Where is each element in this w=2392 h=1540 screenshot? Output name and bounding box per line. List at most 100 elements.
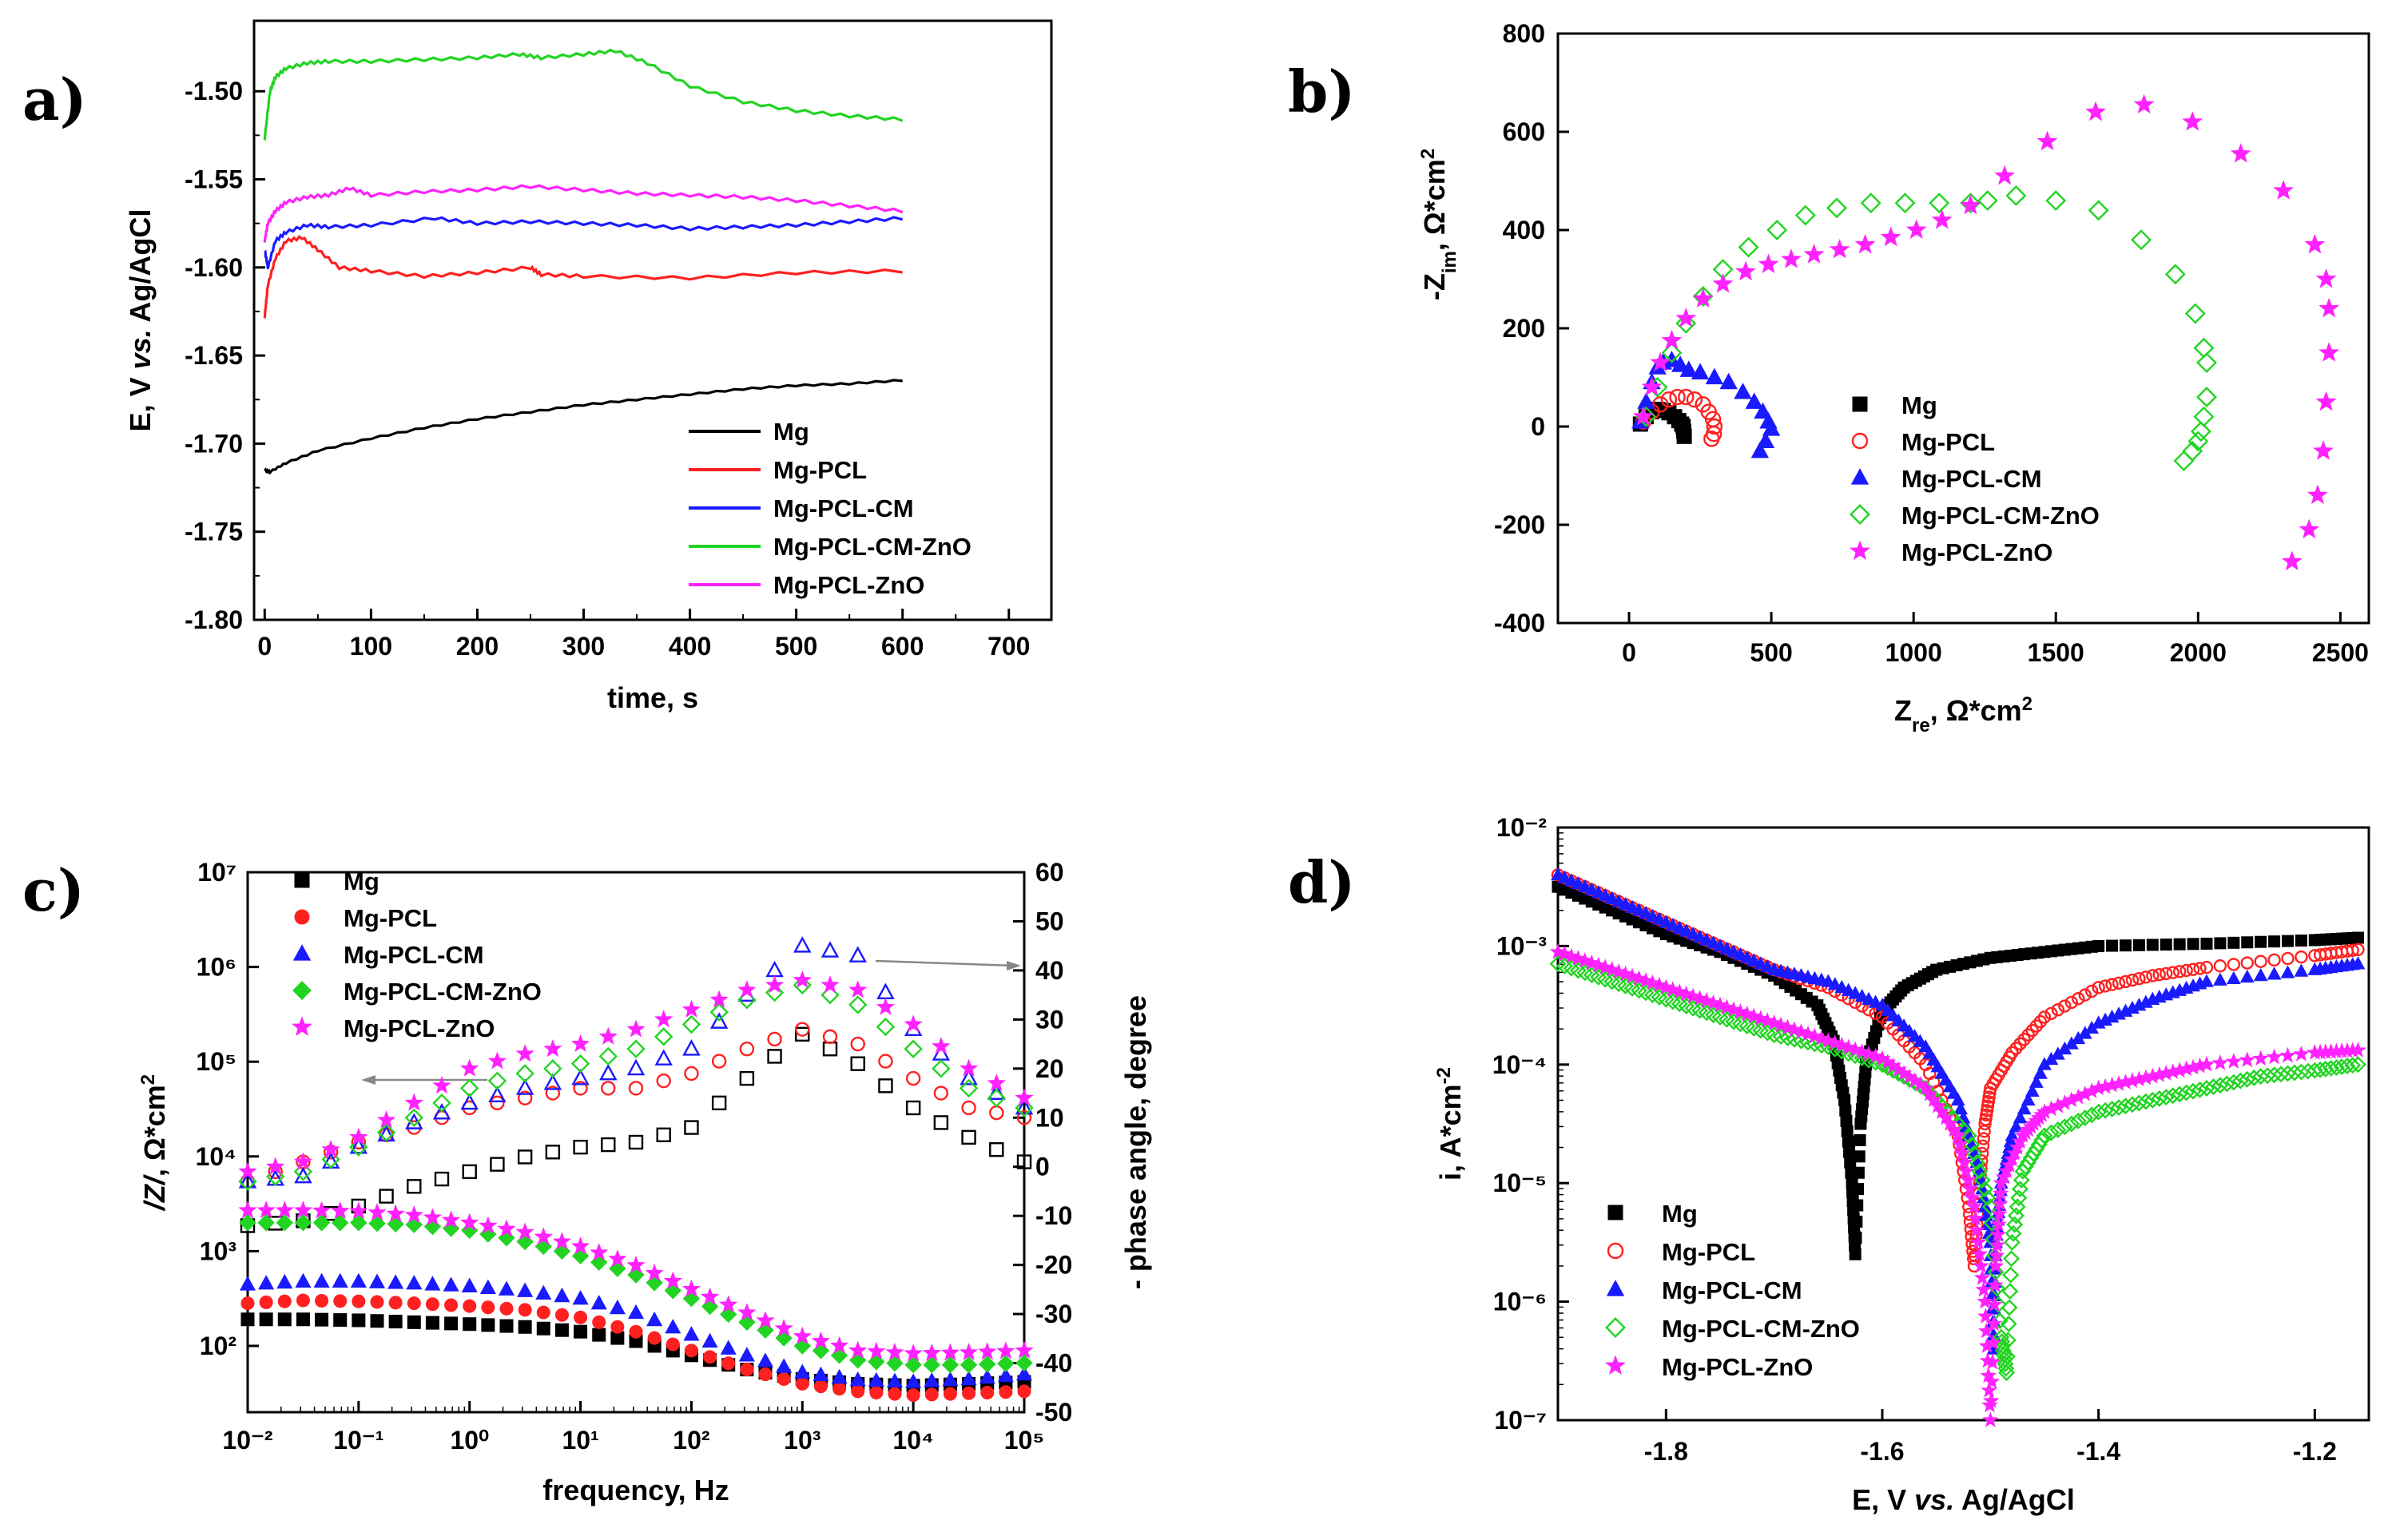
data-point-mg-pcl-zno xyxy=(1956,1153,1973,1170)
impedance-point-mg-pcl xyxy=(481,1300,495,1315)
data-point-mg-pcl xyxy=(2119,974,2132,989)
impedance-point-mg-pcl-zno xyxy=(626,1255,646,1274)
phase-point-mg-pcl-cm-zno xyxy=(404,1108,423,1127)
data-point-mg-pcl xyxy=(2152,968,2166,982)
impedance-point-mg-pcl-zno xyxy=(404,1205,423,1224)
data-point-mg xyxy=(1838,1093,1851,1106)
data-point-mg-pcl-cm-zno xyxy=(2286,1064,2303,1082)
legend-label: Mg-PCL-CM xyxy=(1901,465,2042,493)
series-line-mg-pcl xyxy=(263,235,903,319)
data-point-mg xyxy=(1676,428,1692,444)
y-tick-label: 10⁴ xyxy=(196,1142,236,1171)
data-point-mg-pcl-cm-zno xyxy=(1794,204,1816,226)
data-point-mg-pcl-cm-zno xyxy=(2045,190,2067,212)
impedance-point-mg-pcl xyxy=(333,1294,348,1308)
y-tick-label: 10⁻⁵ xyxy=(1492,1169,1547,1197)
data-point-mg-pcl-cm-zno xyxy=(2056,1118,2073,1136)
phase-point-mg-pcl-cm xyxy=(793,936,812,953)
data-point-mg-pcl-cm xyxy=(2020,1092,2036,1106)
data-point-mg-pcl-cm-zno xyxy=(2008,1207,2024,1224)
y-tick-label: 10⁻⁶ xyxy=(1493,1288,1547,1316)
impedance-point-mg-pcl xyxy=(425,1297,439,1312)
data-point-mg-pcl-zno xyxy=(1973,1257,1989,1273)
phase-point-mg xyxy=(545,1145,561,1160)
y2-tick-label: 10 xyxy=(1035,1103,1064,1132)
legend-label: Mg-PCL-CM-ZnO xyxy=(1662,1315,1860,1343)
x-tick-label: 100 xyxy=(350,632,392,661)
impedance-point-mg-pcl-zno xyxy=(756,1311,775,1329)
phase-point-mg-pcl-cm-zno xyxy=(598,1046,618,1066)
data-point-mg-pcl-cm-zno xyxy=(2076,1109,2094,1127)
impedance-point-mg-pcl-cm xyxy=(498,1280,515,1296)
data-point-mg-pcl xyxy=(2199,960,2214,974)
impedance-point-mg-pcl-cm xyxy=(1015,1365,1033,1381)
data-point-mg-pcl-zno xyxy=(2239,1051,2256,1068)
data-point-mg-pcl-cm-zno xyxy=(2036,1127,2053,1145)
data-point-mg-pcl-zno xyxy=(1989,1226,2006,1242)
impedance-point-mg-pcl xyxy=(888,1387,902,1401)
phase-point-mg-pcl-cm-zno xyxy=(376,1123,396,1142)
data-point-mg-pcl-zno xyxy=(1641,376,1663,396)
impedance-point-mg-pcl xyxy=(554,1308,569,1322)
x-tick-label: 700 xyxy=(987,632,1030,661)
phase-point-mg-pcl-cm xyxy=(460,1093,479,1110)
data-point-mg-pcl xyxy=(2146,969,2160,982)
legend-label: Mg-PCL-CM xyxy=(1662,1276,1802,1304)
phase-point-mg-pcl-cm xyxy=(543,1074,562,1090)
data-point-mg-pcl-cm xyxy=(1745,392,1763,409)
phase-point-mg-pcl-cm-zno xyxy=(432,1093,451,1113)
impedance-point-mg-pcl xyxy=(962,1386,976,1400)
plot-frame xyxy=(1556,826,2370,1422)
data-point-mg-pcl-zno xyxy=(2133,93,2155,114)
impedance-point-mg-pcl-cm xyxy=(924,1372,940,1387)
impedance-point-mg-pcl xyxy=(906,1388,920,1403)
data-point-mg xyxy=(2227,936,2240,949)
data-point-mg-pcl-cm xyxy=(1734,383,1752,399)
phase-point-mg-pcl-zno xyxy=(515,1044,534,1062)
data-point-mg xyxy=(1851,1199,1864,1212)
data-point-mg xyxy=(2132,939,2145,951)
data-point-mg xyxy=(2351,931,2364,944)
legend-label: Mg xyxy=(1901,391,1937,419)
impedance-point-mg-pcl-cm xyxy=(942,1371,959,1387)
phase-point-mg-pcl-zno xyxy=(266,1157,285,1175)
phase-point-mg-pcl-zno xyxy=(238,1161,257,1180)
data-point-mg-pcl-zno xyxy=(2182,111,2203,131)
phase-point-mg-pcl-cm-zno xyxy=(626,1039,646,1058)
phase-point-mg-pcl-zno xyxy=(543,1038,562,1058)
data-point-mg-pcl-cm-zno xyxy=(1661,342,1683,363)
x-tick-label: 600 xyxy=(881,632,924,661)
x-tick-label: 10⁵ xyxy=(1004,1426,1045,1455)
impedance-point-mg xyxy=(425,1316,439,1330)
impedance-point-mg-pcl xyxy=(610,1320,625,1334)
impedance-point-mg-pcl-zno xyxy=(719,1295,738,1313)
data-point-mg-pcl-cm-zno xyxy=(2010,1189,2028,1207)
data-point-mg-pcl-zno xyxy=(1960,1171,1977,1188)
data-point-mg-pcl-zno xyxy=(1880,226,1901,247)
y-axis-label: -Zim, Ω*cm2 xyxy=(1417,149,1460,300)
impedance-point-mg-pcl xyxy=(795,1376,809,1391)
phase-point-mg-pcl-cm xyxy=(876,982,895,999)
phase-point-mg xyxy=(905,1100,921,1116)
impedance-point-mg-pcl-cm xyxy=(627,1304,645,1320)
impedance-point-mg-pcl-cm xyxy=(572,1290,589,1305)
impedance-point-mg-pcl xyxy=(758,1367,773,1382)
data-point-mg-pcl-cm-zno xyxy=(1738,236,1759,258)
data-point-mg-pcl-cm-zno xyxy=(2110,1099,2128,1117)
impedance-point-mg-pcl-zno xyxy=(479,1216,498,1234)
data-point-mg-pcl xyxy=(2186,963,2200,976)
impedance-point-mg-pcl xyxy=(574,1310,588,1324)
x-tick-label: -1.4 xyxy=(2076,1437,2120,1466)
phase-point-mg xyxy=(989,1142,1004,1157)
y-tick-label: 10⁻² xyxy=(1496,813,1547,842)
data-point-mg-pcl-zno xyxy=(1990,1216,2007,1232)
y-tick-label: -200 xyxy=(1494,510,1545,539)
data-point-mg-pcl-cm xyxy=(1762,419,1781,436)
x-tick-label: 10³ xyxy=(784,1426,821,1455)
phase-point-mg-pcl-cm xyxy=(960,1069,978,1086)
data-point-mg-pcl-cm-zno xyxy=(1894,192,1916,214)
arrow-left-head xyxy=(361,1075,375,1085)
y-axis-label: E, V vs. Ag/AgCl xyxy=(124,209,157,432)
phase-point-mg-pcl xyxy=(684,1066,699,1082)
data-point-mg-pcl-cm-zno xyxy=(2190,421,2211,443)
